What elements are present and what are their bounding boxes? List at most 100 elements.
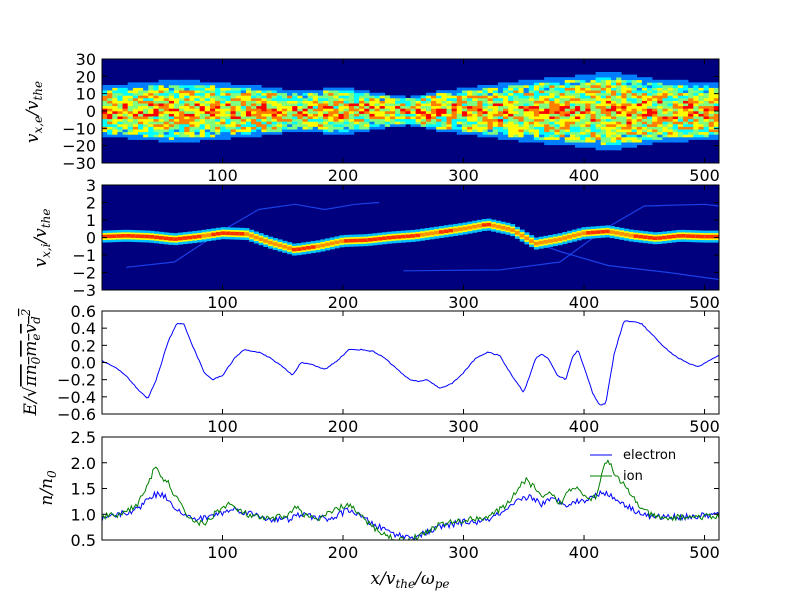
heatmap-cell: [225, 134, 231, 138]
heatmap-cell: [590, 100, 596, 104]
heatmap-cell: [708, 137, 715, 140]
heatmap-cell: [117, 131, 123, 135]
heatmap-cell: [179, 100, 185, 104]
heatmap-cell: [168, 134, 175, 138]
heatmap-cell: [636, 131, 643, 135]
heatmap-cell: [559, 103, 566, 107]
heatmap-cell: [148, 85, 154, 88]
heatmap-cell: [158, 105, 164, 109]
heatmap-cell: [621, 95, 627, 99]
heatmap-cell: [215, 100, 221, 104]
heatmap-cell: [132, 82, 139, 86]
heatmap-cell: [143, 121, 149, 125]
heatmap-cell: [132, 92, 139, 96]
heatmap-cell: [333, 121, 339, 125]
heatmap-cell: [621, 85, 627, 88]
heatmap-cell: [559, 105, 566, 109]
ion-beam-core: [249, 233, 255, 238]
heatmap-cell: [343, 121, 350, 125]
heatmap-cell: [117, 103, 123, 107]
heatmap-cell: [302, 113, 308, 117]
heatmap-cell: [276, 124, 283, 127]
heatmap-cell: [451, 126, 458, 130]
heatmap-cell: [575, 82, 581, 86]
heatmap-cell: [184, 139, 190, 143]
heatmap-cell: [235, 98, 242, 101]
heatmap-cell: [652, 79, 658, 83]
heatmap-cell: [523, 82, 530, 86]
heatmap-cell: [652, 121, 658, 125]
heatmap-cell: [389, 108, 396, 112]
ion-beam-core: [619, 232, 625, 236]
heatmap-cell: [261, 98, 267, 101]
heatmap-cell: [107, 116, 113, 120]
ion-beam-core: [382, 236, 388, 241]
heatmap-cell: [575, 142, 581, 146]
heatmap-cell: [662, 121, 668, 125]
heatmap-cell: [287, 108, 293, 112]
heatmap-cell: [616, 77, 622, 81]
heatmap-cell: [575, 137, 581, 140]
heatmap-cell: [590, 79, 596, 83]
heatmap-cell: [451, 113, 458, 117]
heatmap-cell: [328, 116, 334, 120]
heatmap-cell: [456, 131, 463, 135]
heatmap-cell: [364, 90, 370, 94]
heatmap-cell: [420, 124, 427, 127]
heatmap-cell: [395, 116, 401, 120]
heatmap-cell: [348, 131, 355, 135]
ion-beam-core: [230, 231, 236, 236]
heatmap-cell: [163, 121, 170, 125]
heatmap-cell: [271, 103, 278, 107]
y-tick-label: −0.6: [57, 405, 96, 424]
heatmap-cell: [364, 129, 370, 133]
heatmap-cell: [575, 79, 581, 83]
ion-beam-core: [196, 234, 202, 239]
ion-beam-core: [605, 229, 611, 234]
heatmap-cell: [513, 85, 519, 88]
heatmap-cell: [616, 118, 622, 122]
heatmap-cell: [616, 95, 622, 99]
heatmap-cell: [652, 134, 658, 138]
heatmap-cell: [261, 113, 267, 117]
heatmap-cell: [271, 116, 278, 120]
heatmap-cell: [518, 87, 524, 91]
ion-beam-core: [410, 234, 416, 238]
ion-beam-core: [120, 234, 127, 238]
heatmap-cell: [693, 90, 699, 94]
ion-beam-core: [372, 237, 378, 242]
ion-arc: [126, 201, 380, 268]
heatmap-cell: [240, 95, 247, 99]
heatmap-cell: [523, 129, 530, 133]
heatmap-cell: [621, 118, 627, 122]
heatmap-cell: [662, 124, 668, 127]
heatmap-cell: [569, 118, 576, 122]
heatmap-cell: [374, 124, 380, 127]
heatmap-cell: [667, 129, 674, 133]
heatmap-cell: [600, 131, 607, 135]
heatmap-cell: [338, 98, 344, 101]
ion-beam-core: [600, 229, 606, 234]
heatmap-cell: [379, 118, 386, 122]
heatmap-cell: [544, 134, 550, 138]
heatmap-cell: [641, 77, 648, 81]
ion-beam-core: [453, 228, 459, 232]
heatmap-cell: [389, 116, 396, 120]
heatmap-cell: [240, 129, 247, 133]
heatmap-cell: [652, 111, 658, 114]
heatmap-cell: [713, 118, 719, 122]
heatmap-cell: [446, 116, 452, 120]
heatmap-cell: [127, 108, 134, 112]
heatmap-cell: [137, 90, 144, 94]
heatmap-cell: [220, 105, 226, 109]
heatmap-cell: [292, 118, 298, 122]
heatmap-cell: [503, 124, 509, 127]
heatmap-cell: [513, 105, 519, 109]
heatmap-cell: [508, 124, 514, 127]
ion-beam-core: [173, 237, 179, 241]
x-tick-label: 400: [569, 166, 600, 185]
heatmap-cell: [209, 100, 216, 104]
heatmap-cell: [112, 92, 118, 96]
heatmap-cell: [688, 137, 694, 140]
